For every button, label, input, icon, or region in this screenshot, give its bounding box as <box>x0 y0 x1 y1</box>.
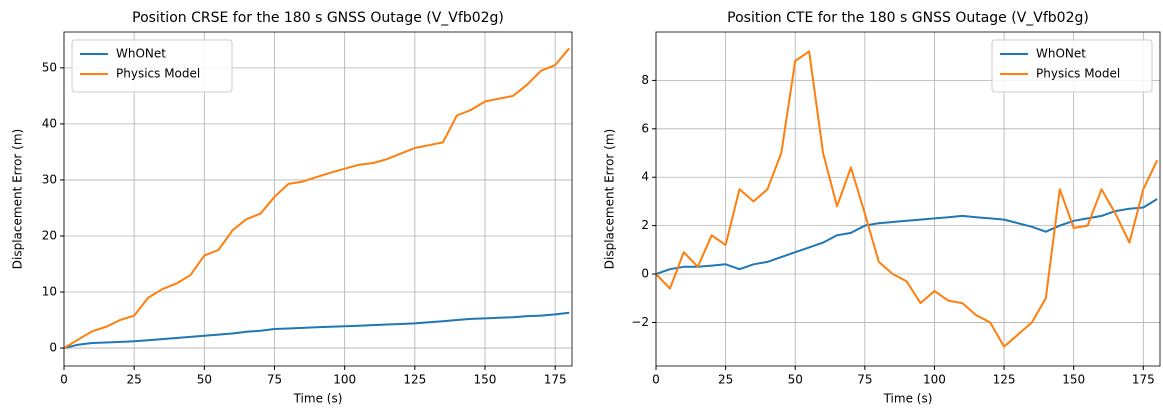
x-tick-label: 50 <box>197 373 212 387</box>
x-tick-label: 100 <box>923 373 946 387</box>
x-axis-label: Time (s) <box>883 392 933 406</box>
y-axis-label: Displacement Error (m) <box>11 129 25 269</box>
x-tick-label: 25 <box>127 373 142 387</box>
x-tick-label: 150 <box>1062 373 1085 387</box>
x-axis-label: Time (s) <box>293 392 343 406</box>
legend-box <box>71 39 233 93</box>
x-tick-label: 100 <box>333 373 356 387</box>
y-tick-label: 10 <box>42 285 57 299</box>
y-tick-label: 50 <box>42 60 57 74</box>
legend-label: WhONet <box>116 47 166 61</box>
x-tick-label: 50 <box>788 373 803 387</box>
legend-label: WhONet <box>1036 47 1086 61</box>
y-tick-label: 40 <box>42 116 57 130</box>
series-line <box>64 47 570 349</box>
series-line <box>64 311 570 350</box>
plot-frame <box>655 31 1161 367</box>
y-tick-label: −2 <box>631 315 649 329</box>
y-tick-label: 4 <box>641 170 649 184</box>
y-tick-label: 0 <box>641 267 649 281</box>
series-line <box>656 198 1158 275</box>
plot-frame <box>63 31 573 367</box>
x-tick-label: 75 <box>267 373 282 387</box>
legend-label: Physics Model <box>116 67 200 81</box>
chart-title: Position CTE for the 180 s GNSS Outage (… <box>727 10 1089 26</box>
y-tick-label: 2 <box>641 218 649 232</box>
x-tick-label: 125 <box>403 373 426 387</box>
y-tick-label: 6 <box>641 121 649 135</box>
x-tick-label: 175 <box>1132 373 1155 387</box>
y-axis-label: Displacement Error (m) <box>603 129 617 269</box>
x-tick-label: 125 <box>993 373 1016 387</box>
x-tick-label: 0 <box>652 373 660 387</box>
series-line <box>656 50 1159 348</box>
x-tick-label: 0 <box>60 373 68 387</box>
y-tick-label: 30 <box>42 172 57 186</box>
chart-title: Position CRSE for the 180 s GNSS Outage … <box>132 10 504 26</box>
y-tick-label: 20 <box>42 228 57 242</box>
y-tick-label: 8 <box>641 73 649 87</box>
x-tick-label: 25 <box>718 373 733 387</box>
x-tick-label: 150 <box>474 373 497 387</box>
x-tick-label: 75 <box>857 373 872 387</box>
legend-box <box>991 39 1153 93</box>
y-tick-label: 0 <box>49 341 57 355</box>
x-tick-label: 175 <box>544 373 567 387</box>
legend-label: Physics Model <box>1036 67 1120 81</box>
